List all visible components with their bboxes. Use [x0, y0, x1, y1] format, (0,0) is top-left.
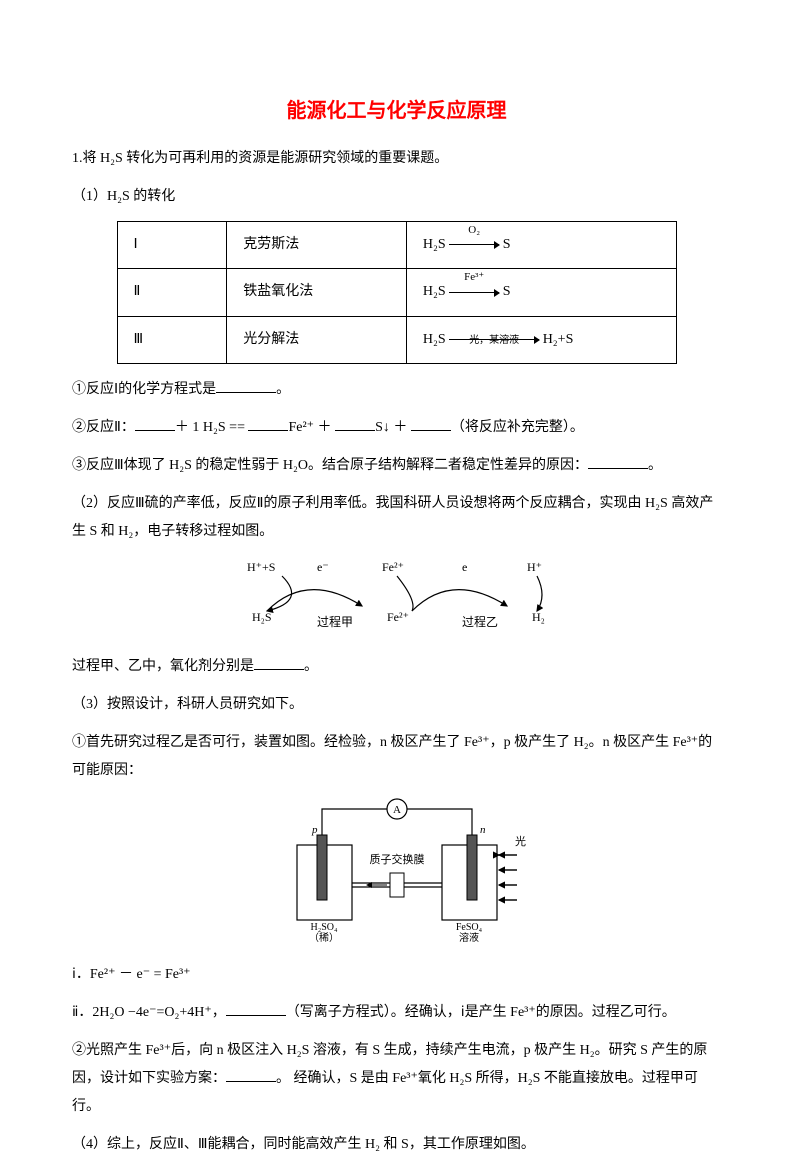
figure-apparatus: A p n H₂SO₄ （稀） FeSO₄ 溶液 质子交换膜 光 [72, 795, 721, 953]
label: 溶液 [459, 931, 479, 944]
arrow-top-label: Fe³⁺ [449, 269, 499, 287]
arrow-icon: 光，某溶液 [449, 329, 539, 351]
section-2: （2）反应Ⅲ硫的产率低，反应Ⅱ的原子利用率低。我国科研人员设想将两个反应耦合，实… [72, 490, 721, 546]
rxn-left: H₂S [423, 237, 446, 252]
label: e⁻ [317, 560, 329, 574]
sub-question-3-2: ②光照产生 Fe³⁺后，向 n 极区注入 H₂S 溶液，有 S 生成，持续产生电… [72, 1037, 721, 1121]
label: 过程乙 [462, 614, 498, 629]
method-num: Ⅲ [117, 316, 227, 363]
arrow-icon: O₂ [449, 234, 499, 256]
text: （将反应补充完整）。 [451, 420, 584, 435]
label: Fe²⁺ [382, 560, 404, 574]
line-i: ⅰ．Fe²⁺ － e⁻ = Fe³⁺ [72, 961, 721, 989]
rxn-right: H₂+S [543, 332, 574, 347]
fill-blank[interactable] [588, 455, 648, 469]
fill-blank[interactable] [411, 417, 451, 431]
text: （写离子方程式）。经确认，ⅰ是产生 Fe³⁺的原因。过程乙可行。 [286, 1005, 676, 1020]
sub-question-1: ①反应Ⅰ的化学方程式是 。 [72, 376, 721, 404]
rxn-left: H₂S [423, 332, 446, 347]
label: （稀） [309, 931, 339, 944]
label: n [480, 824, 486, 836]
text: ①反应Ⅰ的化学方程式是 [72, 382, 216, 397]
text: ②反应Ⅱ： [72, 420, 135, 435]
label: H⁺+S [247, 560, 275, 574]
text: 过程甲、乙中，氧化剂分别是 [72, 659, 254, 674]
label: 质子交换膜 [369, 852, 424, 866]
label: 过程甲 [317, 614, 353, 629]
text: 。 [276, 382, 290, 397]
label: A [393, 804, 401, 816]
rxn-right: S [503, 237, 511, 252]
method-name: 光分解法 [227, 316, 407, 363]
fill-blank[interactable] [216, 379, 276, 393]
method-reaction: H₂S 光，某溶液 H₂+S [406, 316, 676, 363]
label: Fe²⁺ [387, 610, 409, 624]
arrow-top-label: O₂ [449, 222, 499, 240]
section-1-label: （1）H₂S 的转化 [72, 183, 721, 211]
fill-blank[interactable] [135, 417, 175, 431]
method-name: 克劳斯法 [227, 222, 407, 269]
sub-question-3: ③反应Ⅲ体现了 H₂S 的稳定性弱于 H₂O。结合原子结构解释二者稳定性差异的原… [72, 452, 721, 480]
label: H₂S [252, 610, 272, 624]
arrow-icon: Fe³⁺ [449, 281, 499, 303]
method-reaction: H₂S O₂ S [406, 222, 676, 269]
fill-blank[interactable] [226, 1068, 276, 1082]
label: 光 [515, 834, 526, 848]
text: ＋ 1 H₂S == [175, 420, 249, 435]
rxn-left: H₂S [423, 284, 446, 299]
text: S↓ ＋ [375, 420, 411, 435]
figure-electron-transfer: H⁺+S e⁻ Fe²⁺ e H⁺ H₂S 过程甲 Fe²⁺ 过程乙 H₂ [72, 556, 721, 644]
method-name: 铁盐氧化法 [227, 269, 407, 316]
text: Fe²⁺ ＋ [288, 420, 335, 435]
label: H₂ [532, 610, 545, 624]
text: 。 [304, 659, 318, 674]
section-4: （4）综上，反应Ⅱ、Ⅲ能耦合，同时能高效产生 H₂ 和 S，其工作原理如图。 [72, 1131, 721, 1159]
label: p [311, 824, 318, 836]
fill-blank[interactable] [248, 417, 288, 431]
method-reaction: H₂S Fe³⁺ S [406, 269, 676, 316]
text: 。 [648, 458, 662, 473]
rxn-right: S [503, 284, 511, 299]
fill-blank[interactable] [226, 1002, 286, 1016]
section-3: （3）按照设计，科研人员研究如下。 [72, 691, 721, 719]
page-title: 能源化工与化学反应原理 [72, 95, 721, 127]
methods-table: Ⅰ 克劳斯法 H₂S O₂ S Ⅱ 铁盐氧化法 H₂S Fe³⁺ S Ⅲ 光分解… [117, 221, 677, 364]
label: FeSO₄ [455, 922, 482, 933]
fill-blank[interactable] [254, 656, 304, 670]
line-ii: ⅱ．2H₂O −4e⁻=O₂+4H⁺， （写离子方程式）。经确认，ⅰ是产生 Fe³… [72, 999, 721, 1027]
table-row: Ⅲ 光分解法 H₂S 光，某溶液 H₂+S [117, 316, 676, 363]
sub-question-3-1: ①首先研究过程乙是否可行，装置如图。经检验，n 极区产生了 Fe³⁺，p 极产生… [72, 729, 721, 785]
table-row: Ⅰ 克劳斯法 H₂S O₂ S [117, 222, 676, 269]
label: e [462, 560, 467, 574]
text: ⅱ．2H₂O −4e⁻=O₂+4H⁺， [72, 1005, 226, 1020]
question-intro: 1.将 H₂S 转化为可再利用的资源是能源研究领域的重要课题。 [72, 145, 721, 173]
label: H⁺ [527, 560, 542, 574]
method-num: Ⅱ [117, 269, 227, 316]
arrow-bottom-label: 光，某溶液 [449, 333, 539, 349]
text: ③反应Ⅲ体现了 H₂S 的稳定性弱于 H₂O。结合原子结构解释二者稳定性差异的原… [72, 458, 588, 473]
sub-question-2: ②反应Ⅱ： ＋ 1 H₂S == Fe²⁺ ＋ S↓ ＋ （将反应补充完整）。 [72, 414, 721, 442]
table-row: Ⅱ 铁盐氧化法 H₂S Fe³⁺ S [117, 269, 676, 316]
method-num: Ⅰ [117, 222, 227, 269]
oxidizer-question: 过程甲、乙中，氧化剂分别是 。 [72, 653, 721, 681]
fill-blank[interactable] [335, 417, 375, 431]
label: H₂SO₄ [310, 922, 337, 933]
